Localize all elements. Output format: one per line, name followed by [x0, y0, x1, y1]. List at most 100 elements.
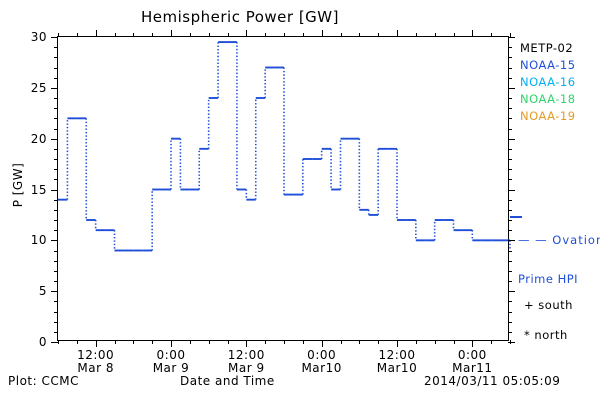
y-axis-minor-tick — [54, 311, 58, 313]
x-axis-minor-tick — [378, 340, 380, 344]
x-axis-minor-tick — [359, 33, 361, 37]
x-axis-minor-tick — [415, 340, 417, 344]
y-axis-tick — [508, 87, 515, 89]
x-axis-minor-tick — [133, 33, 135, 37]
x-axis-minor-tick — [453, 33, 455, 37]
x-axis-tick-label: 0:00 Mar11 — [452, 348, 493, 375]
south-marker-legend: + south — [524, 298, 573, 312]
y-axis-tick-label: 20 — [30, 131, 47, 146]
y-axis-tick-label: 0 — [38, 335, 47, 349]
y-axis-tick — [508, 291, 515, 293]
y-axis-tick-label: 15 — [30, 182, 47, 197]
legend-item-metop02: METP-02 — [520, 41, 574, 55]
x-axis-minor-tick — [189, 340, 191, 344]
x-axis-minor-tick — [510, 340, 511, 344]
x-axis-tick — [397, 340, 398, 347]
y-axis-minor-tick — [508, 270, 512, 272]
y-axis-tick-label: 5 — [38, 284, 47, 299]
x-axis-minor-tick — [284, 340, 285, 344]
legend-item-noaa16: NOAA-16 — [520, 75, 576, 89]
y-axis-tick — [508, 138, 515, 140]
y-axis-minor-tick — [508, 179, 512, 181]
y-axis-minor-tick — [508, 159, 512, 160]
y-axis-minor-tick — [508, 118, 512, 120]
x-axis-label: Date and Time — [180, 374, 275, 388]
x-axis-minor-tick — [208, 340, 210, 344]
x-axis-tick — [171, 340, 172, 347]
x-axis-minor-tick — [434, 33, 436, 37]
y-axis-minor-tick — [508, 98, 512, 99]
y-axis-minor-tick — [508, 209, 512, 211]
ovation-legend-line2: Prime HPI — [518, 272, 579, 286]
y-axis-tick — [508, 240, 515, 242]
y-axis-minor-tick — [508, 281, 512, 282]
x-axis-minor-tick — [434, 340, 436, 344]
x-axis-minor-tick — [114, 340, 116, 344]
x-axis-tick — [246, 340, 248, 347]
x-axis-minor-tick — [189, 33, 191, 37]
y-axis-minor-tick — [508, 331, 512, 333]
x-axis-minor-tick — [227, 340, 229, 344]
y-axis-minor-tick — [54, 108, 58, 110]
x-axis-tick — [171, 30, 172, 37]
y-axis-minor-tick — [54, 281, 58, 282]
y-axis-minor-tick — [54, 301, 58, 303]
y-axis-minor-tick — [54, 169, 58, 171]
legend-item-noaa18: NOAA-18 — [520, 92, 576, 106]
y-axis-minor-tick — [508, 67, 512, 69]
y-axis-minor-tick — [508, 128, 512, 130]
y-axis-tick — [508, 342, 515, 343]
y-axis-minor-tick — [54, 98, 58, 99]
y-axis-minor-tick — [508, 169, 512, 171]
y-axis-tick — [51, 189, 58, 191]
x-axis-tick — [397, 30, 398, 37]
x-axis-tick — [246, 30, 248, 37]
x-axis-minor-tick — [284, 33, 285, 37]
x-axis-tick — [95, 340, 97, 347]
x-axis-minor-tick — [491, 33, 493, 37]
ovation-legend-swatch — [510, 216, 522, 218]
x-axis-minor-tick — [265, 33, 267, 37]
y-axis-minor-tick — [508, 220, 512, 221]
y-axis-minor-tick — [508, 148, 512, 150]
satellite-legend: METP-02 NOAA-15 NOAA-16 NOAA-18 NOAA-19 — [520, 40, 576, 125]
y-axis-tick — [51, 37, 58, 38]
series-layer — [58, 41, 511, 252]
y-axis-minor-tick — [508, 311, 512, 313]
x-axis-tick — [95, 30, 97, 37]
x-axis-tick-label: 0:00 Mar 9 — [152, 348, 190, 375]
y-axis-minor-tick — [54, 179, 58, 181]
x-axis-tick-label: 12:00 Mar10 — [376, 348, 418, 375]
x-axis-minor-tick — [152, 33, 154, 37]
y-axis-minor-tick — [54, 220, 58, 221]
x-axis-minor-tick — [453, 340, 455, 344]
y-axis-minor-tick — [54, 47, 58, 49]
ovation-legend-line1: — — Ovation — [518, 233, 600, 247]
y-axis-tick-label: 25 — [30, 80, 47, 95]
y-axis-minor-tick — [508, 199, 512, 201]
y-axis-minor-tick — [54, 148, 58, 150]
legend-item-noaa15: NOAA-15 — [520, 58, 576, 72]
y-axis-tick — [508, 37, 515, 38]
y-axis-label: P [GW] — [11, 162, 25, 208]
y-axis-tick — [51, 138, 58, 140]
y-axis-tick-label: 10 — [30, 233, 47, 248]
x-axis-minor-tick — [133, 340, 135, 344]
x-axis-minor-tick — [58, 340, 59, 344]
y-axis-minor-tick — [54, 67, 58, 69]
y-axis-minor-tick — [508, 108, 512, 110]
y-axis-minor-tick — [508, 57, 512, 59]
x-axis-tick — [321, 30, 323, 37]
y-axis-minor-tick — [54, 118, 58, 120]
x-axis-tick — [472, 30, 474, 37]
series-ovation-prime-hpi — [58, 41, 511, 252]
y-axis-minor-tick — [508, 47, 512, 49]
y-axis-minor-tick — [54, 209, 58, 211]
y-axis-minor-tick — [508, 250, 512, 252]
y-axis-minor-tick — [54, 159, 58, 160]
x-axis-tick-label: 12:00 Mar 8 — [77, 348, 115, 375]
y-axis-minor-tick — [54, 230, 58, 232]
y-axis-minor-tick — [508, 301, 512, 303]
y-axis-tick — [51, 342, 58, 343]
